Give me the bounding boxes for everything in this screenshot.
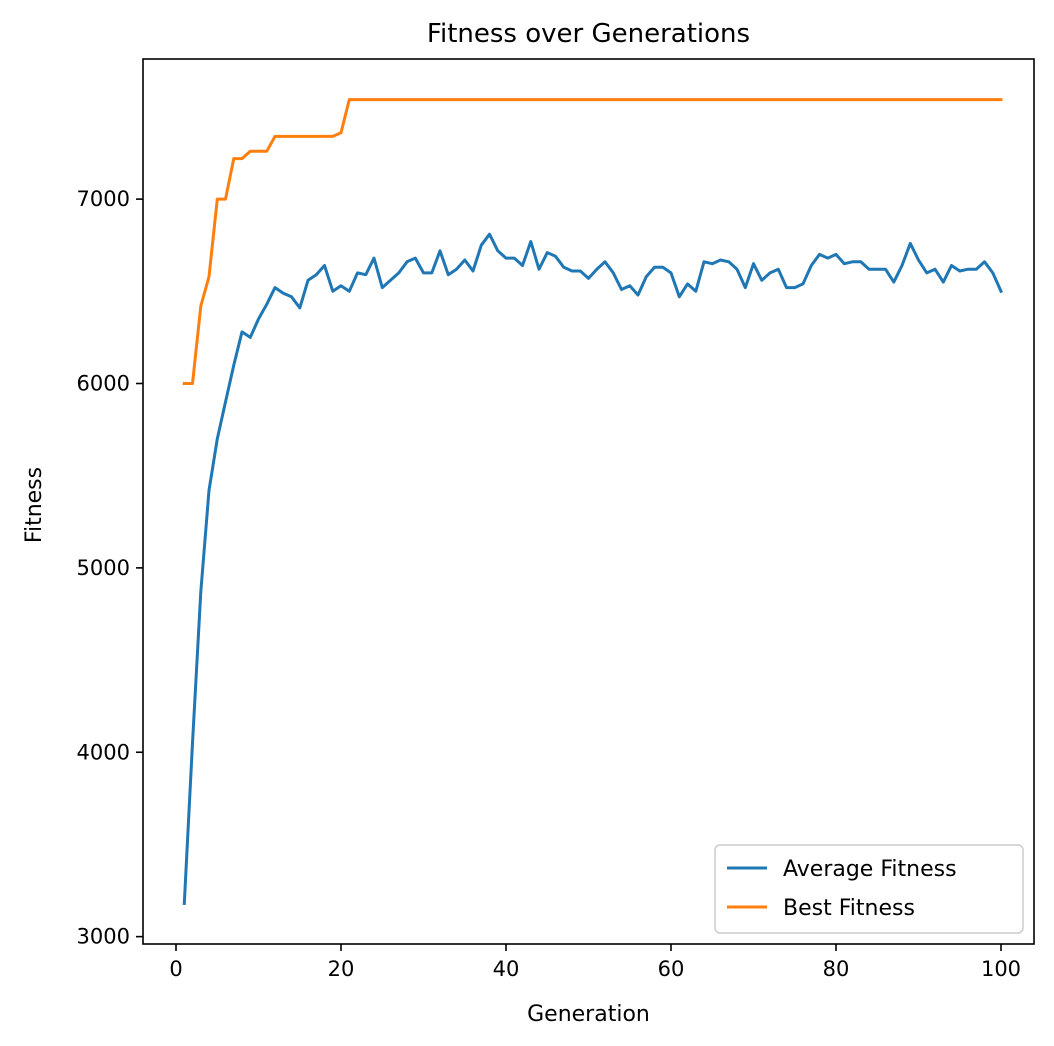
x-tick-label: 60: [658, 957, 685, 981]
x-tick-label: 0: [169, 957, 182, 981]
y-tick-label: 4000: [77, 740, 130, 764]
axes-layer: 0 20 40 60 80 100 3000 4000 5000 6000 7000: [77, 58, 1035, 981]
x-tick-label: 20: [328, 957, 355, 981]
series-line-0: [182, 232, 1003, 905]
legend-label-0: Average Fitness: [783, 857, 957, 882]
y-tick-label: 3000: [77, 925, 130, 949]
chart-title: Fitness over Generations: [427, 19, 750, 49]
y-tick-label: 7000: [77, 187, 130, 211]
series-line-1: [182, 98, 1003, 385]
y-tick-label: 6000: [77, 372, 130, 396]
x-axis-title: Generation: [527, 1002, 650, 1027]
plot-area-frame: [142, 58, 1035, 945]
x-tick-label: 40: [493, 957, 520, 981]
x-tick-label: 80: [823, 957, 850, 981]
y-tick-label: 5000: [77, 556, 130, 580]
y-axis-title: Fitness: [22, 467, 47, 543]
x-tick-label: 100: [981, 957, 1021, 981]
legend-box: [714, 844, 1024, 934]
legend-label-1: Best Fitness: [783, 896, 915, 921]
legend: Average Fitness Best Fitness: [714, 844, 1024, 934]
series-layer: [182, 98, 1003, 905]
